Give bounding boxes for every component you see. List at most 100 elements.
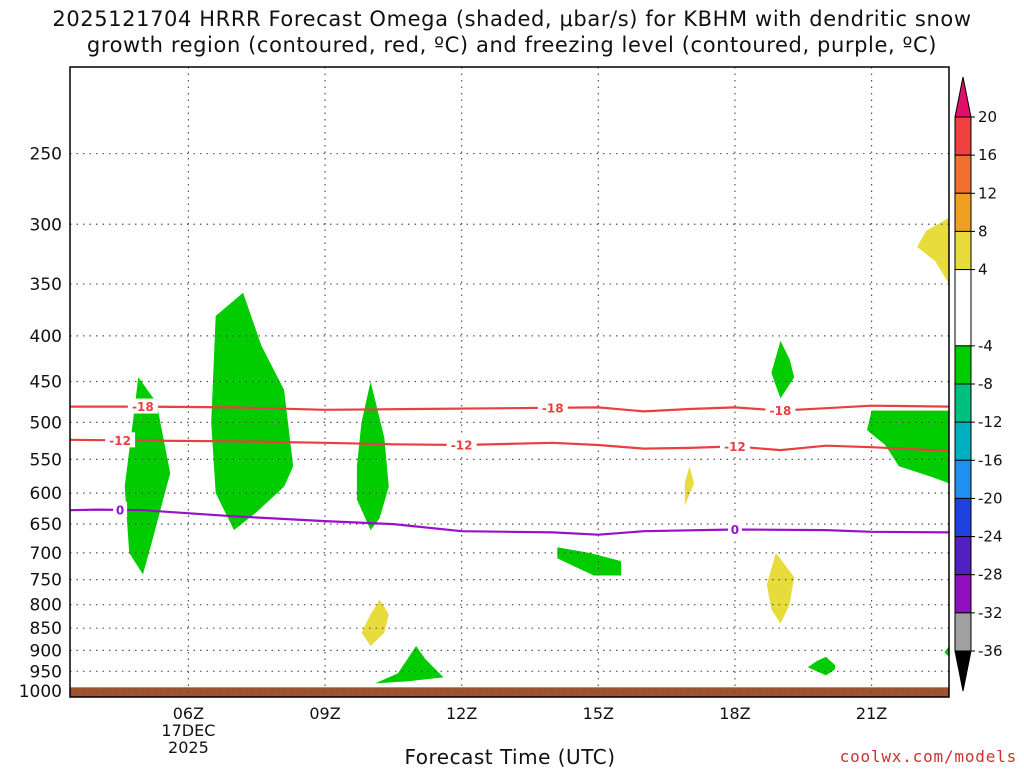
- colorbar-label-4: 4: [978, 261, 988, 279]
- omega-cell-8: [867, 410, 949, 484]
- contour-label-0-2: 0: [731, 523, 739, 537]
- contour-line--18: [70, 404, 949, 413]
- y-tick-label-950: 950: [30, 662, 62, 682]
- contour-label-bg-0-2: [727, 521, 742, 537]
- x-tick-label-15-1: 15Z: [583, 704, 614, 723]
- colorbar-label-12: 12: [978, 184, 997, 202]
- omega-cell-10: [917, 217, 949, 284]
- omega-cell-5: [557, 547, 622, 576]
- y-tick-label-750: 750: [30, 571, 62, 591]
- colorbar-segment-1: [954, 116, 972, 156]
- colorbar-segment-13: [954, 612, 972, 652]
- colorbar-segment-9: [954, 459, 972, 499]
- y-tick-label-500: 500: [30, 413, 62, 433]
- colorbar-label--8: -8: [978, 375, 993, 393]
- plot-frame: [69, 66, 950, 698]
- colorbar-label--4: -4: [978, 337, 993, 355]
- chart-title-line-1: 2025121704 HRRR Forecast Omega (shaded, …: [52, 7, 972, 31]
- y-tick-label-550: 550: [30, 450, 62, 470]
- contour-label-bg--18-2: [537, 399, 568, 415]
- colorbar-label-16: 16: [978, 146, 997, 164]
- omega-shaded-cells: [124, 217, 949, 684]
- colorbar-label--20: -20: [978, 489, 1003, 507]
- omega-cell-4: [375, 646, 444, 684]
- colorbar-bottom-arrow: [954, 650, 972, 692]
- colorbar-segment-6: [954, 345, 972, 385]
- chart-title-line-2: growth region (contoured, red, ºC) and f…: [86, 33, 938, 57]
- contour-line-0: [70, 508, 949, 536]
- omega-cell-7: [807, 656, 836, 676]
- colorbar-segment-3: [954, 192, 972, 232]
- colorbar-top-arrow: [954, 76, 972, 118]
- y-tick-label-250: 250: [30, 145, 62, 165]
- contour-label-0-1: 0: [116, 503, 124, 517]
- omega-cell-6: [771, 340, 795, 399]
- x-tick-label-9-1: 09Z: [309, 704, 340, 723]
- x-tick-label-21-1: 21Z: [856, 704, 887, 723]
- y-tick-label-900: 900: [30, 641, 62, 661]
- source-credit: coolwx.com/models: [839, 747, 1017, 766]
- colorbar-segment-4: [954, 230, 972, 271]
- colorbar-segment-5: [954, 269, 972, 347]
- omega-cell-9: [944, 646, 949, 657]
- colorbar-label--16: -16: [978, 451, 1003, 469]
- x-tick-label-18-1: 18Z: [719, 704, 750, 723]
- x-tick-label-6-3: 2025: [168, 738, 209, 757]
- contour-label--18-2: -18: [542, 401, 564, 415]
- y-tick-label-700: 700: [30, 544, 62, 564]
- contour-line--12: [70, 438, 949, 452]
- x-tick-label-6-2: 17DEC: [161, 721, 215, 740]
- omega-cell-11: [361, 599, 389, 646]
- colorbar-segment-7: [954, 383, 972, 423]
- omega-cell-12: [684, 466, 694, 506]
- x-tick-label-6-1: 06Z: [173, 704, 204, 723]
- colorbar-segment-2: [954, 154, 972, 194]
- colorbar-segment-10: [954, 497, 972, 538]
- colorbar-label--24: -24: [978, 528, 1003, 546]
- y-tick-label-300: 300: [30, 215, 62, 235]
- contour-label-bg--12-2: [446, 436, 477, 452]
- y-tick-label-400: 400: [30, 327, 62, 347]
- colorbar-label--28: -28: [978, 566, 1003, 584]
- colorbar-segment-12: [954, 574, 972, 614]
- contour-lines: -18 -18 -18 -12 -12 -12 0 0: [70, 398, 949, 537]
- contour-label-bg--12-3: [719, 438, 750, 454]
- contour-label-bg--18-3: [765, 402, 796, 418]
- y-tick-label-1000: 1000: [19, 682, 62, 702]
- contour-label-bg-0-1: [113, 501, 128, 517]
- plot-background: [70, 67, 949, 697]
- colorbar-label--32: -32: [978, 604, 1003, 622]
- contour-label--12-2: -12: [451, 438, 473, 452]
- colorbar-segment-8: [954, 421, 972, 461]
- colorbar-label--36: -36: [978, 642, 1003, 660]
- x-tick-label-12-1: 12Z: [446, 704, 477, 723]
- contour-label-bg--18-1: [127, 398, 158, 414]
- y-tick-label-450: 450: [30, 373, 62, 393]
- contour-label--18-3: -18: [770, 404, 792, 418]
- colorbar-label-8: 8: [978, 222, 988, 240]
- y-axis-ticks: 2503003504004505005506006507007508008509…: [19, 145, 62, 703]
- y-tick-label-800: 800: [30, 596, 62, 616]
- omega-cell-1: [124, 377, 171, 575]
- contour-label-bg--12-1: [105, 432, 136, 448]
- contour-label--12-1: -12: [109, 434, 131, 448]
- y-tick-label-850: 850: [30, 619, 62, 639]
- y-tick-label-350: 350: [30, 275, 62, 295]
- omega-cell-3: [356, 381, 389, 531]
- x-axis-title: Forecast Time (UTC): [404, 745, 616, 769]
- omega-cell-2: [211, 292, 294, 531]
- grid-lines: [70, 67, 949, 697]
- colorbar-segment-11: [954, 536, 972, 576]
- colorbar-label-20: 20: [978, 108, 997, 126]
- y-tick-label-600: 600: [30, 484, 62, 504]
- ground-fill: [70, 687, 949, 697]
- omega-cell-13: [766, 552, 795, 624]
- colorbar-label--12: -12: [978, 413, 1003, 431]
- y-tick-label-650: 650: [30, 515, 62, 535]
- contour-label--12-3: -12: [724, 440, 746, 454]
- contour-label--18-1: -18: [132, 400, 154, 414]
- colorbar: 20 16 12 8 4 -4 -8 -12 -16 -20 -24 -28 -32 -36: [954, 76, 1003, 692]
